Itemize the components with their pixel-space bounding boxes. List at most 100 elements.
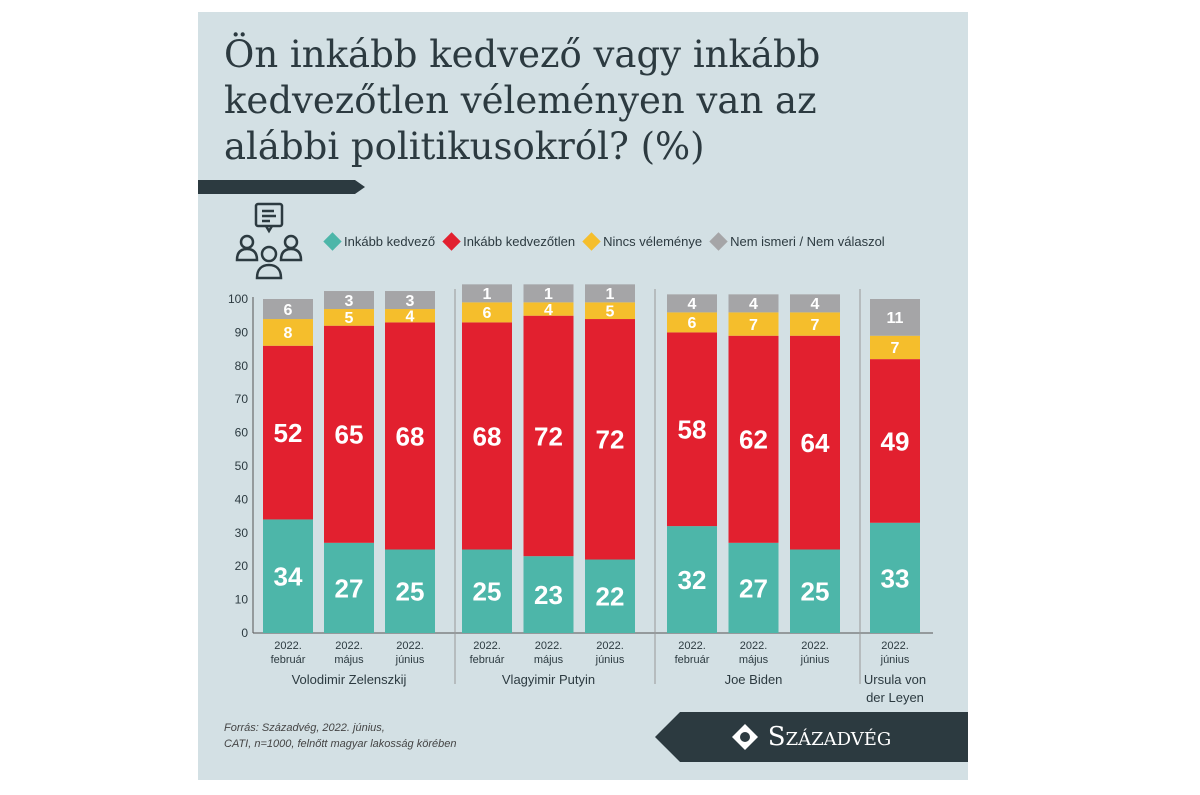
bar-segment [585,559,635,633]
data-label: 33 [881,563,910,593]
data-label: 49 [881,426,910,456]
bar-segment [728,335,779,543]
bar-segment [523,302,574,316]
data-label: 25 [801,577,830,607]
x-tick-year: 2022. [881,640,909,652]
bar-segment [790,294,840,313]
logo-emblem-icon [731,724,758,750]
bar-segment [462,549,512,633]
legend-label: Nincs véleménye [603,234,703,249]
legend-label: Inkább kedvezőtlen [463,234,576,249]
bar-segment [385,309,435,323]
data-label: 34 [274,562,303,592]
y-tick-label: 20 [235,559,249,573]
x-tick-month: február [271,654,306,666]
data-label: 68 [396,421,425,451]
x-tick-month: június [800,654,830,666]
bar-segment [385,322,435,550]
legend-label: Nem ismeri / Nem válaszol [730,234,885,249]
bar-segment [385,291,435,310]
data-label: 1 [606,286,615,303]
y-tick-label: 40 [235,492,249,506]
x-tick-month: június [595,654,625,666]
data-label: 4 [688,296,697,313]
data-label: 27 [739,573,768,603]
data-label: 58 [678,415,707,445]
title-underline-bar [198,180,365,194]
data-label: 32 [678,565,707,595]
y-tick-label: 80 [235,359,249,373]
bar-segment [790,335,840,550]
bar-segment [790,549,840,633]
data-label: 27 [335,573,364,603]
bar-segment [870,335,920,360]
people-discussion-icon [235,202,303,280]
x-tick-year: 2022. [678,640,706,652]
bar-segment [667,526,717,633]
group-label: der Leyen [866,690,924,705]
data-label: 1 [483,286,492,303]
x-tick-month: február [470,654,505,666]
bar-segment [728,312,779,336]
data-label: 25 [396,577,425,607]
bar-segment [523,315,574,557]
data-label: 7 [811,317,820,334]
data-label: 3 [345,293,354,310]
bar-segment [263,345,313,520]
source-line: Forrás: Századvég, 2022. június, [224,722,385,734]
legend-item: Inkább kedvezőtlen [442,232,576,251]
bar-segment [728,542,779,633]
bar-segment [263,319,313,346]
data-label: 4 [544,302,553,319]
infographic-panel: Ön inkább kedvező vagy inkább kedvezőtle… [198,12,968,780]
legend-item: Nem ismeri / Nem válaszol [709,232,885,251]
x-tick-month: május [739,654,769,666]
bar-segment [523,284,574,303]
data-label: 72 [596,425,625,455]
logo-text: Századvég [767,722,892,752]
bar-segment [585,284,635,303]
data-label: 72 [534,421,563,451]
group-label: Volodimir Zelenszkij [292,672,407,687]
x-tick-year: 2022. [801,640,829,652]
bar-segment [523,556,574,633]
data-label: 7 [749,317,758,334]
y-tick-label: 10 [235,593,249,607]
x-tick-month: június [880,654,910,666]
data-label: 6 [284,302,293,319]
data-label: 4 [811,296,820,313]
x-tick-year: 2022. [473,640,501,652]
bar-segment [462,302,512,323]
x-tick-year: 2022. [740,640,768,652]
y-tick-label: 90 [235,325,249,339]
bar-segment [585,319,635,560]
y-tick-label: 0 [241,626,248,640]
bar-segment [667,294,717,313]
data-label: 22 [596,582,625,612]
legend-item: Inkább kedvező [323,232,435,251]
source-note: Forrás: Századvég, 2022. június, CATI, n… [224,720,456,752]
x-tick-month: május [534,654,564,666]
group-label: Ursula von [864,672,926,687]
x-tick-month: február [675,654,710,666]
bar-segment [263,299,313,320]
y-tick-label: 70 [235,392,249,406]
x-tick-year: 2022. [274,640,302,652]
data-label: 65 [335,420,364,450]
x-tick-year: 2022. [335,640,363,652]
data-label: 4 [749,296,758,313]
legend-item: Nincs véleménye [582,232,703,251]
data-label: 5 [345,310,354,327]
x-tick-month: május [334,654,364,666]
x-tick-year: 2022. [396,640,424,652]
data-label: 8 [284,325,293,342]
x-tick-month: június [395,654,425,666]
data-label: 23 [534,580,563,610]
bar-segment [385,549,435,633]
stacked-bar-chart: 01020304050607080901003452862022.február… [228,284,933,705]
chart-legend: Inkább kedvező Inkább kedvezőtlen Nincs vé… [323,232,885,251]
data-label: 11 [887,310,904,327]
bar-segment [667,312,717,333]
bar-segment [462,284,512,303]
data-label: 6 [688,315,697,332]
